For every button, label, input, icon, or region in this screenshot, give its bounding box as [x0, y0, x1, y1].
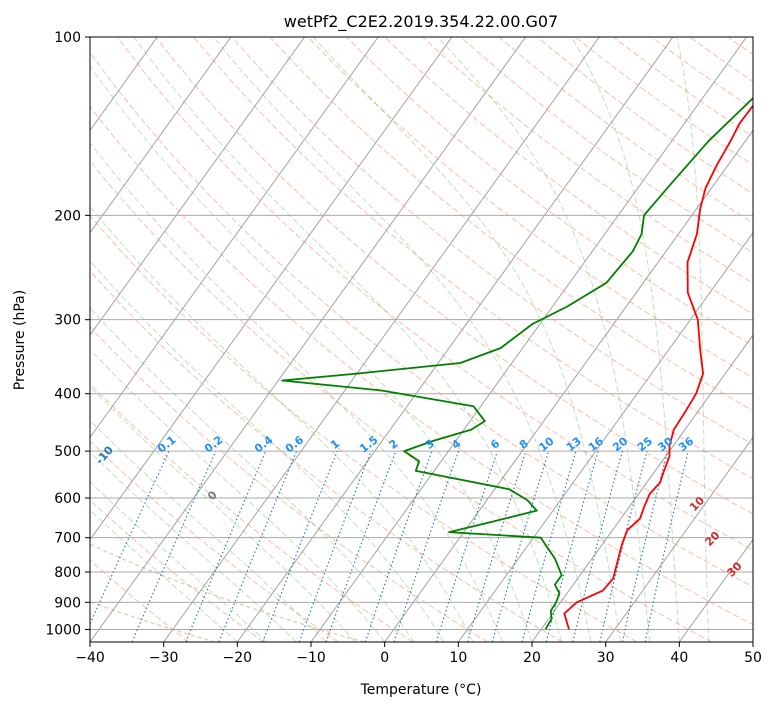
- mixing-ratio-line: [435, 450, 498, 642]
- grid-layer: [90, 37, 753, 642]
- isotherm: [90, 37, 453, 541]
- isotherm: [531, 334, 753, 642]
- y-axis-label: Pressure (hPa): [12, 290, 28, 390]
- x-tick-label: 40: [670, 650, 688, 666]
- x-tick-label: 20: [523, 650, 541, 666]
- moist-adiabat: [90, 385, 356, 642]
- isotherm: [90, 37, 379, 439]
- dry-adiabat: [155, 37, 753, 515]
- plot-frame: [89, 36, 754, 643]
- moist-adiabat: [90, 142, 503, 642]
- y-tick-label: 500: [54, 444, 81, 460]
- moist-adiabat: [90, 65, 533, 642]
- mixing-ratio-line: [262, 450, 338, 642]
- dry-adiabat: [422, 37, 753, 284]
- dry-adiabat: [345, 37, 753, 347]
- dry-adiabat: [90, 559, 190, 642]
- reference-curve: [90, 543, 365, 642]
- x-tick-label: 50: [744, 650, 762, 666]
- moist-adiabat: [133, 37, 562, 642]
- x-tick-label: −30: [149, 650, 179, 666]
- isotherm: [90, 37, 232, 234]
- chart-title: wetPf2_C2E2.2019.354.22.00.G07: [284, 12, 558, 32]
- profile-line-2: [281, 96, 753, 630]
- isotherm: [90, 37, 305, 336]
- isotherm: [90, 37, 526, 642]
- y-tick-label: 1000: [45, 622, 81, 638]
- y-tick-label: 600: [54, 491, 81, 507]
- x-tick-label: 10: [449, 650, 467, 666]
- mixing-ratio-line: [185, 450, 267, 642]
- mixing-ratio-line: [599, 450, 648, 642]
- moist-adiabat: [90, 481, 268, 642]
- mixing-ratio-line: [393, 450, 460, 642]
- moist-adiabat: [90, 205, 474, 642]
- mixing-ratio-line: [491, 450, 550, 642]
- y-tick-label: 100: [54, 30, 81, 46]
- isotherm: [163, 37, 600, 642]
- isotherm: [310, 37, 747, 642]
- mixing-ratio-line: [572, 450, 623, 642]
- x-tick-label: −20: [223, 650, 253, 666]
- moist-adiabat: [437, 37, 651, 642]
- mixing-ratio-line: [466, 450, 527, 642]
- x-tick-label: 0: [380, 650, 389, 666]
- isotherm: [605, 436, 753, 642]
- data-layer: [281, 96, 753, 630]
- dry-adiabat: [193, 37, 753, 480]
- mixing-ratio-line: [131, 450, 217, 642]
- isotherm: [457, 231, 753, 642]
- x-tick-label: −40: [75, 650, 105, 666]
- dry-adiabat: [90, 326, 488, 642]
- dry-adiabat: [90, 270, 563, 642]
- x-tick-label: 30: [597, 650, 615, 666]
- dry-adiabat: [90, 51, 753, 588]
- dry-adiabat: [384, 37, 753, 315]
- dry-adiabat: [90, 214, 638, 642]
- isotherm: [236, 37, 674, 642]
- moist-adiabat: [90, 260, 445, 642]
- mixing-ratio-line: [325, 450, 397, 642]
- moist-adiabat: [312, 37, 621, 642]
- y-tick-label: 200: [54, 208, 81, 224]
- dry-adiabat: [90, 160, 712, 642]
- moist-adiabat: [90, 509, 238, 642]
- profile-line-1: [563, 104, 753, 630]
- axis-ticks: −40 −30 −20 −10 0 10 20 30 40 50 100 200 300 400 500 60…: [45, 30, 762, 666]
- mixing-ratio-line: [521, 450, 577, 642]
- y-tick-label: 900: [54, 595, 81, 611]
- moist-adiabat: [570, 37, 680, 642]
- moist-adiabat-label: 40: [751, 584, 771, 604]
- x-axis-label: Temperature (°C): [360, 682, 482, 698]
- isotherm: [384, 129, 753, 642]
- dry-adiabat: [90, 105, 753, 626]
- moist-adiabat: [90, 348, 386, 642]
- x-tick-label: −10: [296, 650, 326, 666]
- dry-adiabat: [269, 37, 753, 412]
- mixing-ratio-line: [364, 450, 433, 642]
- isotherm: [678, 538, 753, 642]
- moist-adiabat: [90, 419, 327, 642]
- mixing-ratio-line: [218, 450, 298, 642]
- mixing-ratio-line: [644, 450, 689, 642]
- y-tick-label: 700: [54, 531, 81, 547]
- dry-adiabat: [307, 37, 753, 379]
- mixing-ratio-line: [298, 450, 372, 642]
- moist-adiabat: [90, 307, 415, 642]
- y-tick-label: 800: [54, 565, 81, 581]
- moist-adiabat: [676, 37, 710, 642]
- y-tick-label: 400: [54, 387, 81, 403]
- y-tick-label: 300: [54, 313, 81, 329]
- moist-adiabat: [90, 451, 297, 642]
- mixing-ratio-line: [621, 450, 669, 642]
